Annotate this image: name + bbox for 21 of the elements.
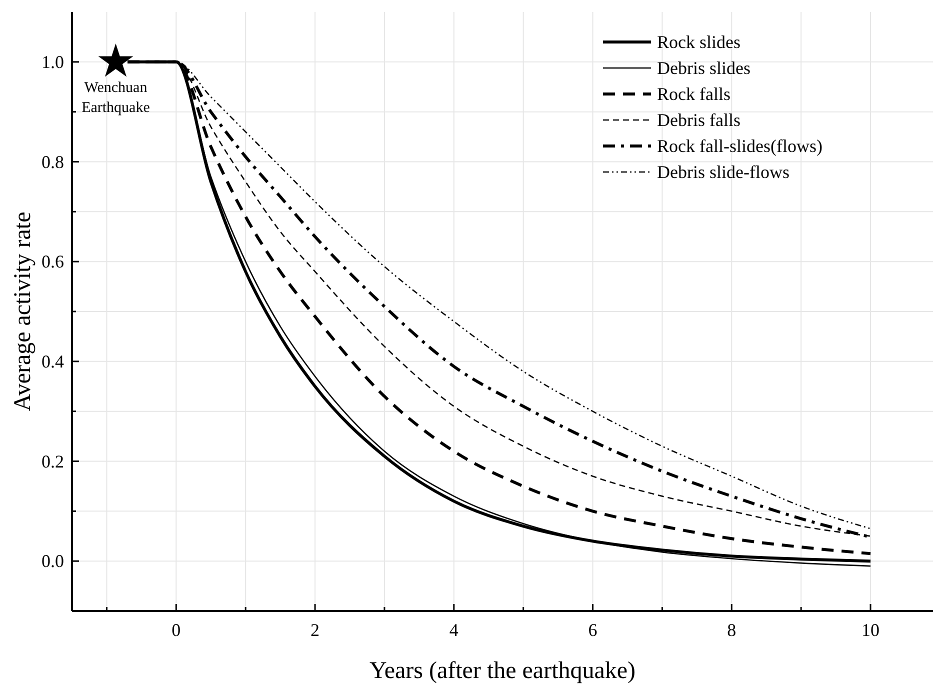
legend-label: Debris slide-flows [657,162,790,182]
legend-label: Debris slides [657,58,750,78]
x-tick-label: 2 [310,620,320,640]
y-tick-label: 0.4 [42,351,64,372]
x-tick-label: 8 [727,620,736,640]
y-tick-label: 0.0 [42,551,64,572]
y-tick-label: 0.2 [42,451,64,472]
annotation: Wenchuan Earthquake [82,80,150,116]
x-tick-label: 10 [862,620,880,640]
legend-label: Debris falls [657,110,740,130]
legend-label: Rock fall-slides(flows) [657,136,822,156]
x-tick-label: 0 [172,620,181,640]
legend-label: Rock slides [657,32,740,52]
y-tick-label: 0.6 [42,252,64,272]
legend-label: Rock falls [657,84,730,104]
x-tick-label: 6 [588,620,598,640]
y-tick-label: 0.8 [42,152,64,172]
y-axis-title: Average activity rate [10,212,36,412]
y-tick-label: 1.0 [42,52,64,72]
x-tick-label: 4 [449,620,458,640]
x-axis-title: Years (after the earthquake) [369,658,636,684]
